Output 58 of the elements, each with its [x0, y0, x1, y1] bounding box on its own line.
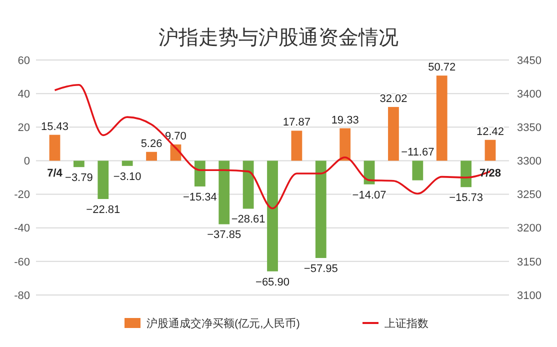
- y-tick-label: 0: [24, 156, 30, 168]
- data-label: −15.73: [449, 192, 484, 204]
- legend-label: 沪股通成交净买额(亿元,人民币): [146, 316, 300, 330]
- data-label: −3.10: [113, 170, 142, 183]
- data-label: 15.43: [40, 120, 69, 133]
- data-label: −3.79: [65, 172, 93, 184]
- y-tick-label: 40: [18, 88, 30, 100]
- bar: [340, 128, 351, 161]
- data-label: −14.07: [352, 189, 386, 202]
- chart-title: 沪指走势与沪股通资金情况: [158, 26, 398, 49]
- y2-tick-label: 3300: [517, 156, 542, 168]
- bar: [98, 160, 109, 199]
- data-label: 32.02: [380, 92, 408, 105]
- bar: [218, 160, 230, 224]
- data-label: 19.33: [331, 114, 359, 126]
- y-tick-label: -60: [14, 256, 30, 268]
- y-tick-label: -80: [14, 290, 30, 302]
- bar: [388, 106, 399, 161]
- y2-tick-label: 3200: [517, 222, 542, 235]
- bar: [146, 152, 157, 161]
- data-label: −37.85: [207, 229, 242, 242]
- data-label: 12.42: [476, 126, 504, 138]
- y-tick-label: -20: [14, 189, 30, 202]
- y2-tick-label: 3400: [517, 88, 542, 100]
- data-label: −15.34: [182, 191, 217, 204]
- legend-label: 上证指数: [384, 316, 428, 330]
- y-tick-label: 20: [18, 122, 30, 134]
- x-tick-label: 7/4: [47, 168, 64, 180]
- y-tick-label: -40: [14, 222, 30, 235]
- data-label: 17.87: [282, 116, 310, 129]
- x-tick-label: 7/28: [480, 168, 501, 180]
- data-label: −65.90: [256, 276, 290, 288]
- y2-tick-label: 3150: [517, 256, 542, 268]
- bar: [484, 140, 496, 161]
- data-label: 50.72: [428, 62, 456, 74]
- y2-tick-label: 3350: [517, 122, 542, 134]
- bar: [194, 160, 206, 186]
- y2-tick-label: 3100: [517, 290, 542, 302]
- bar: [242, 160, 254, 209]
- y2-tick-label: 3450: [517, 54, 542, 67]
- bar: [460, 160, 472, 188]
- bar: [49, 134, 60, 161]
- bar: [122, 160, 133, 166]
- data-label: 5.26: [140, 138, 162, 150]
- data-label: −22.81: [86, 204, 120, 216]
- bar: [74, 160, 84, 168]
- bar: [315, 160, 326, 258]
- data-label: −57.95: [304, 262, 338, 275]
- bar: [436, 76, 448, 161]
- data-label: −11.67: [401, 146, 434, 159]
- bar: [291, 130, 302, 161]
- bar: [364, 160, 375, 184]
- data-label: 9.70: [165, 130, 186, 142]
- bar: [412, 160, 424, 180]
- y-tick-label: 60: [18, 54, 30, 67]
- data-label: −28.61: [231, 214, 266, 226]
- y2-tick-label: 3250: [517, 189, 542, 202]
- bar: [267, 160, 278, 272]
